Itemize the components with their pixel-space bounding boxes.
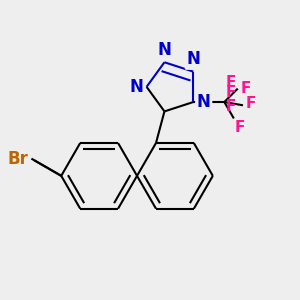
Text: F: F xyxy=(235,120,245,135)
Text: F: F xyxy=(226,99,236,114)
Text: N: N xyxy=(186,50,200,68)
Text: Br: Br xyxy=(8,150,29,168)
Text: F: F xyxy=(226,75,236,90)
Text: F: F xyxy=(226,85,236,100)
Text: N: N xyxy=(158,41,171,59)
Text: N: N xyxy=(129,78,143,96)
Text: F: F xyxy=(246,96,256,111)
Text: F: F xyxy=(241,81,251,96)
Text: N: N xyxy=(197,93,211,111)
